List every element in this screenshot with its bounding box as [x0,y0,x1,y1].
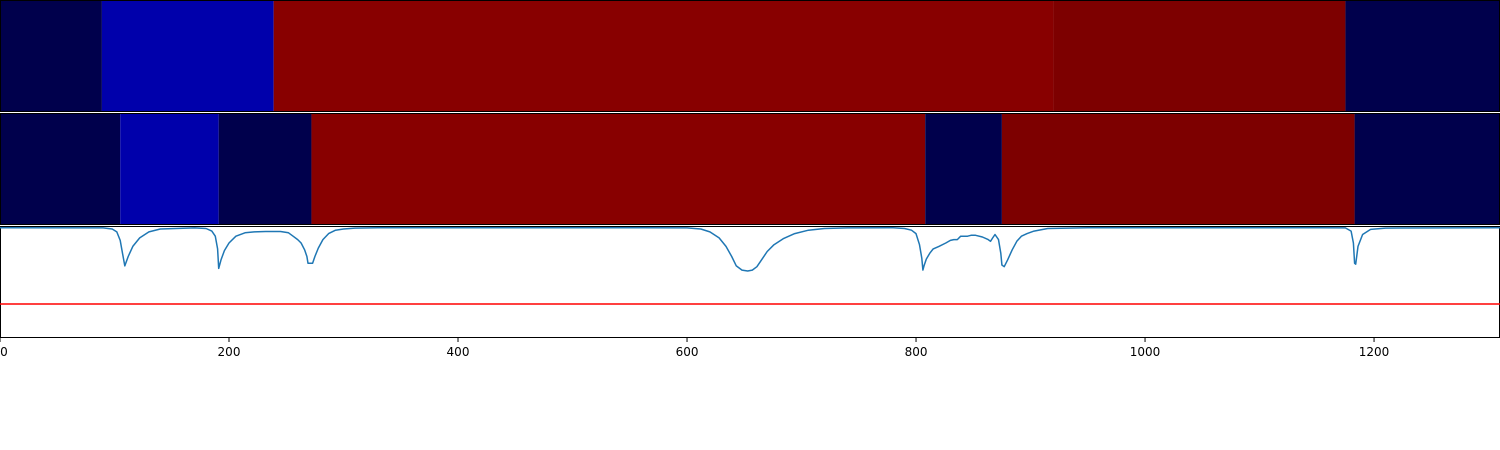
top-segment [1053,0,1346,112]
x-tick-label: 200 [218,345,241,359]
signal-panel: 0 200 400 600 800 1000 1200 [0,226,1500,359]
bottom-segment [1001,113,1355,225]
bottom-segment [0,113,121,225]
top-segment [1345,0,1500,112]
signal-plot-area [0,226,1500,338]
x-tick-label: 0 [0,345,8,359]
x-tick-label: 400 [447,345,470,359]
x-tick-label: 1000 [1130,345,1161,359]
signal-series-line [0,226,1500,272]
bottom-segment [925,113,1002,225]
top-segment [101,0,274,112]
segments-bottom-panel [0,113,1500,225]
top-segment [273,0,1054,112]
segments-top-panel [0,0,1500,112]
top-segment [0,0,102,112]
bottom-segment [311,113,926,225]
x-tick-label: 600 [676,345,699,359]
x-axis: 0 200 400 600 800 1000 1200 [0,338,1389,359]
bottom-segment [120,113,219,225]
x-tick-label: 1200 [1359,345,1390,359]
bottom-segment [1354,113,1500,225]
x-tick-label: 800 [905,345,928,359]
bottom-segment [218,113,312,225]
